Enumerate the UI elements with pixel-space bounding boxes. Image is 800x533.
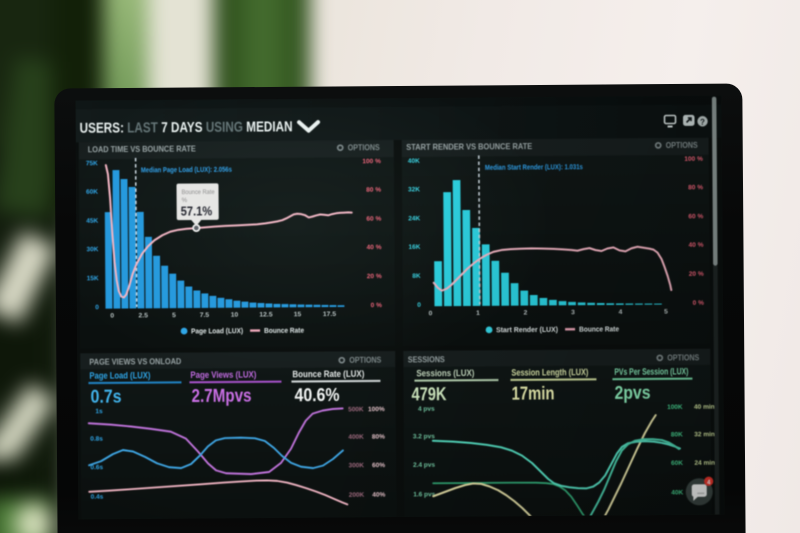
- svg-text:8K: 8K: [412, 273, 421, 280]
- svg-text:10: 10: [231, 312, 239, 319]
- svg-text:60 %: 60 %: [688, 213, 703, 220]
- svg-text:0 %: 0 %: [693, 300, 704, 307]
- svg-text:30K: 30K: [87, 246, 99, 253]
- svg-text:Bounce Rate: Bounce Rate: [264, 328, 304, 335]
- svg-text:15K: 15K: [87, 275, 99, 282]
- svg-text:100 %: 100 %: [684, 156, 703, 163]
- svg-text:20 %: 20 %: [689, 271, 704, 278]
- svg-text:2.7Mpvs: 2.7Mpvs: [191, 386, 251, 406]
- svg-text:PVs Per Session (LUX): PVs Per Session (LUX): [614, 366, 688, 377]
- svg-text:?: ?: [700, 118, 705, 127]
- svg-text:400K: 400K: [348, 434, 364, 441]
- svg-text:40.6%: 40.6%: [294, 385, 339, 405]
- svg-text:SESSIONS: SESSIONS: [408, 354, 445, 364]
- svg-text:80K: 80K: [671, 431, 683, 438]
- svg-text:100 %: 100 %: [362, 158, 381, 165]
- svg-text:24K: 24K: [408, 215, 420, 222]
- svg-text:Bounce Rate (LUX): Bounce Rate (LUX): [292, 369, 364, 380]
- svg-text:60%: 60%: [372, 462, 385, 469]
- svg-text:5: 5: [664, 309, 668, 316]
- svg-text:17.5: 17.5: [323, 311, 336, 318]
- svg-text:0.6s: 0.6s: [90, 464, 103, 471]
- svg-text:40%: 40%: [372, 491, 385, 498]
- svg-text:Median Start Render (LUX): 1.0: Median Start Render (LUX): 1.031s: [485, 162, 583, 172]
- svg-text:Bounce Rate: Bounce Rate: [182, 189, 216, 196]
- svg-text:Page Load (LUX): Page Load (LUX): [89, 370, 150, 380]
- svg-text:60 %: 60 %: [366, 216, 381, 223]
- svg-text:4: 4: [707, 480, 711, 486]
- svg-text:0: 0: [429, 310, 433, 317]
- svg-text:LOAD TIME VS BOUNCE RATE: LOAD TIME VS BOUNCE RATE: [88, 143, 196, 154]
- svg-text:0.8s: 0.8s: [90, 435, 103, 442]
- svg-text:0: 0: [110, 313, 114, 320]
- svg-text:0.7s: 0.7s: [90, 387, 121, 407]
- svg-text:1s: 1s: [95, 408, 103, 415]
- svg-text:12.5: 12.5: [259, 311, 272, 318]
- svg-text:15: 15: [294, 311, 302, 318]
- svg-text:1.6 pvs: 1.6 pvs: [413, 491, 435, 498]
- svg-text:Page Views (LUX): Page Views (LUX): [190, 370, 256, 380]
- svg-text:0 %: 0 %: [371, 302, 382, 309]
- svg-text:80%: 80%: [372, 433, 385, 440]
- svg-text:2.5: 2.5: [139, 312, 149, 319]
- svg-text:%: %: [182, 197, 188, 204]
- svg-text:USERS: LAST 7 DAYS USING MEDIA: USERS: LAST 7 DAYS USING MEDIAN: [80, 118, 293, 137]
- svg-text:OPTIONS: OPTIONS: [666, 141, 698, 150]
- svg-text:17min: 17min: [511, 383, 554, 403]
- svg-text:OPTIONS: OPTIONS: [348, 143, 380, 152]
- svg-text:20 %: 20 %: [367, 273, 382, 280]
- svg-text:Bounce Rate: Bounce Rate: [579, 326, 619, 333]
- svg-text:START RENDER VS BOUNCE RATE: START RENDER VS BOUNCE RATE: [406, 141, 532, 152]
- svg-text:75K: 75K: [86, 160, 98, 167]
- svg-text:4: 4: [619, 309, 623, 316]
- svg-text:200K: 200K: [349, 492, 365, 499]
- svg-text:57.1%: 57.1%: [181, 203, 213, 218]
- svg-text:3.2 pvs: 3.2 pvs: [413, 433, 435, 440]
- svg-text:80 %: 80 %: [688, 184, 703, 191]
- svg-text:32K: 32K: [408, 186, 420, 193]
- svg-text:100K: 100K: [667, 404, 683, 411]
- svg-text:45K: 45K: [86, 218, 98, 225]
- svg-text:Sessions (LUX): Sessions (LUX): [416, 368, 474, 378]
- svg-text:40 min: 40 min: [694, 403, 715, 410]
- svg-text:40 %: 40 %: [367, 244, 382, 251]
- svg-text:16K: 16K: [408, 244, 420, 251]
- svg-text:0.4s: 0.4s: [91, 493, 104, 500]
- svg-text:32 min: 32 min: [694, 431, 715, 438]
- svg-text:3: 3: [571, 309, 575, 316]
- svg-text:Start Render (LUX): Start Render (LUX): [496, 327, 558, 334]
- svg-text:7.5: 7.5: [200, 312, 210, 319]
- svg-text:40K: 40K: [671, 489, 683, 496]
- svg-text:40K: 40K: [408, 158, 420, 165]
- svg-text:60K: 60K: [86, 189, 98, 196]
- svg-text:OPTIONS: OPTIONS: [349, 356, 381, 365]
- svg-text:2pvs: 2pvs: [614, 383, 650, 403]
- svg-text:80 %: 80 %: [366, 187, 381, 194]
- svg-text:OPTIONS: OPTIONS: [667, 353, 699, 362]
- svg-text:0: 0: [95, 304, 99, 311]
- svg-text:500K: 500K: [348, 406, 364, 413]
- svg-text:300K: 300K: [348, 462, 364, 469]
- svg-text:PAGE VIEWS VS ONLOAD: PAGE VIEWS VS ONLOAD: [89, 356, 181, 367]
- svg-text:5: 5: [172, 312, 176, 319]
- svg-text:2.4 pvs: 2.4 pvs: [413, 462, 435, 469]
- svg-text:40 %: 40 %: [689, 242, 704, 249]
- svg-text:1: 1: [476, 310, 480, 317]
- svg-text:60K: 60K: [671, 460, 683, 467]
- svg-text:Page Load (LUX): Page Load (LUX): [191, 328, 243, 335]
- svg-text:24 min: 24 min: [694, 459, 715, 466]
- svg-text:2: 2: [524, 310, 528, 317]
- svg-text:479K: 479K: [411, 384, 446, 404]
- svg-text:0: 0: [417, 302, 421, 309]
- svg-text:Median Page Load (LUX): 2.056s: Median Page Load (LUX): 2.056s: [141, 165, 232, 175]
- svg-text:Session Length (LUX): Session Length (LUX): [511, 367, 588, 378]
- svg-text:100%: 100%: [368, 406, 385, 413]
- svg-text:4 pvs: 4 pvs: [418, 406, 435, 413]
